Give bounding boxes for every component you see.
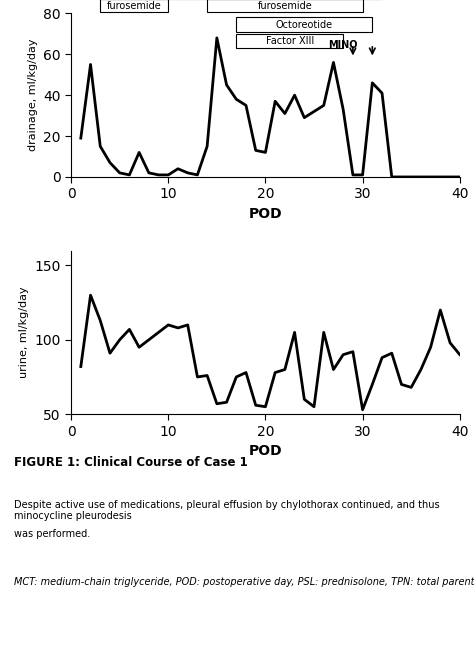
Text: MINO: MINO [328,40,358,50]
FancyBboxPatch shape [100,0,168,12]
X-axis label: POD: POD [249,444,282,458]
FancyBboxPatch shape [236,17,373,32]
Text: MCT: medium-chain triglyceride, POD: postoperative day, PSL: prednisolone, TPN: : MCT: medium-chain triglyceride, POD: pos… [14,576,474,587]
FancyBboxPatch shape [207,0,363,12]
Y-axis label: drainage, ml/kg/day: drainage, ml/kg/day [27,39,37,152]
Text: Factor XIII: Factor XIII [265,36,314,46]
Text: FIGURE 1: Clinical Course of Case 1: FIGURE 1: Clinical Course of Case 1 [14,456,248,470]
Text: Octoreotide: Octoreotide [276,19,333,29]
FancyBboxPatch shape [236,34,343,48]
Text: was performed.: was performed. [14,528,91,538]
Y-axis label: urine, ml/kg/day: urine, ml/kg/day [19,287,29,378]
Text: Despite active use of medications, pleural effusion by chylothorax continued, an: Despite active use of medications, pleur… [14,500,440,521]
Text: furosemide: furosemide [107,1,162,11]
Text: furosemide: furosemide [257,1,312,11]
X-axis label: POD: POD [249,207,282,221]
